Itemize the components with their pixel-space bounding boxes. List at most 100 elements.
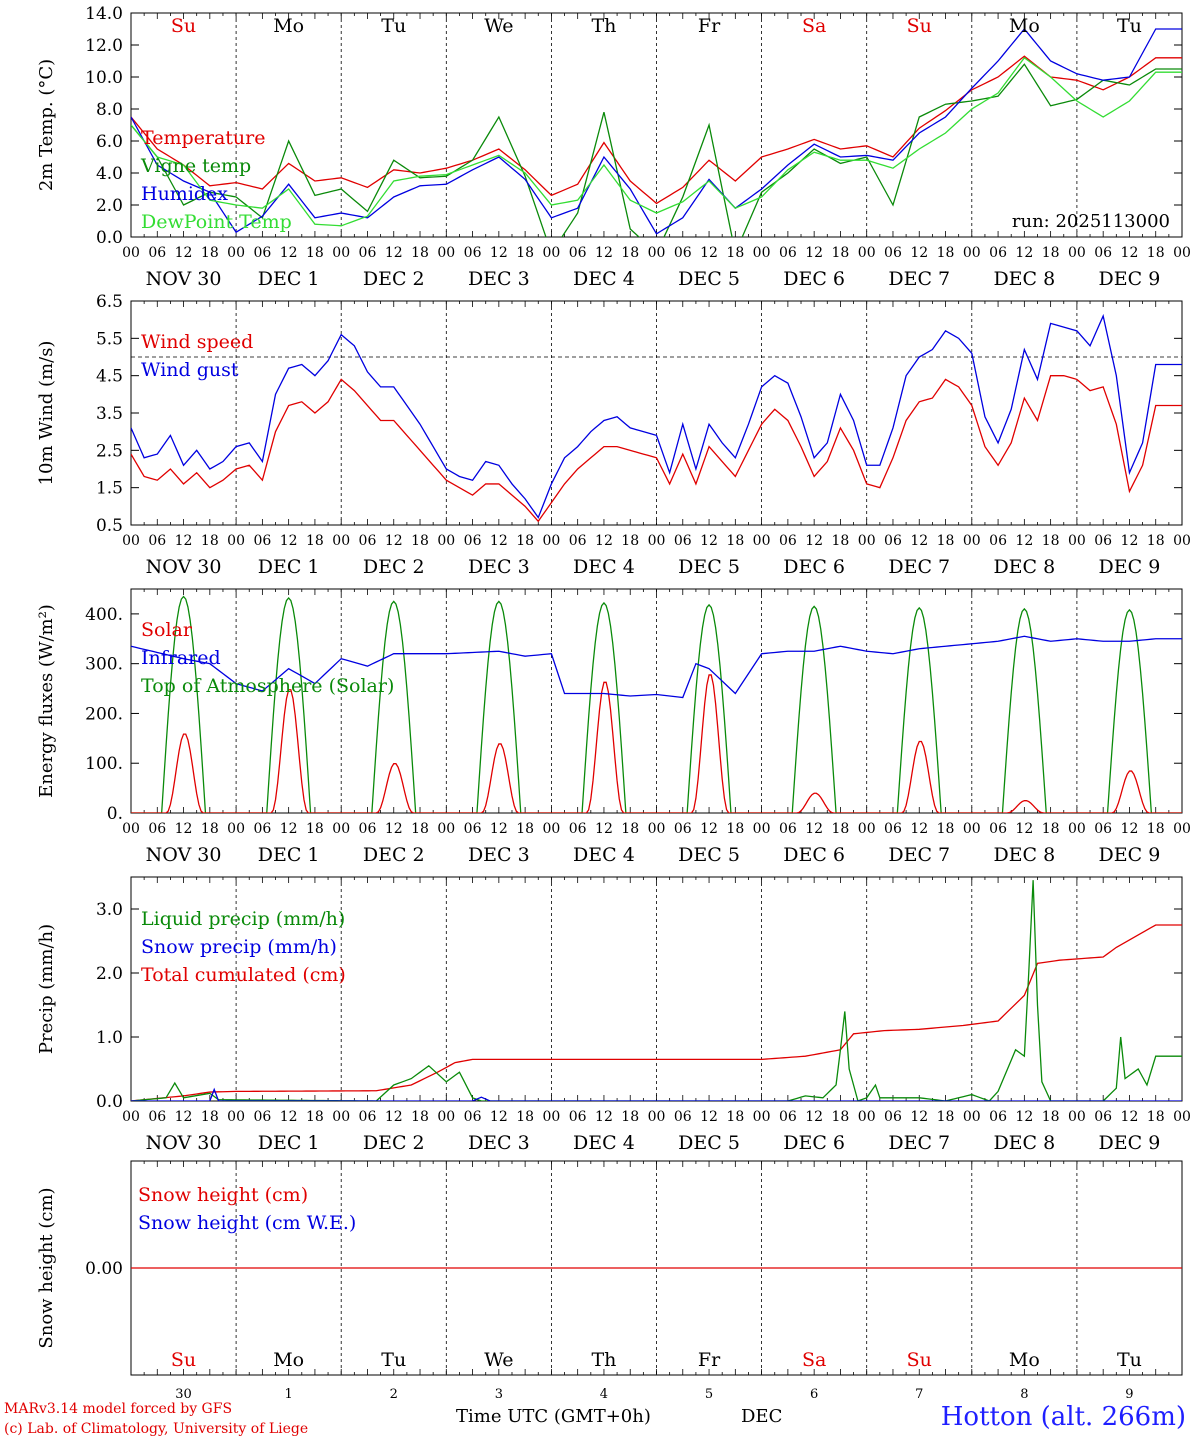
energy-y-tick-label: 200. [85,704,123,724]
wind-date-label: DEC 9 [1099,556,1161,578]
precip-hour-label: 12 [910,1109,928,1125]
wind-hour-label: 00 [227,533,245,549]
temperature-hour-label: 12 [385,245,403,261]
energy-hour-label: 06 [779,821,797,837]
precip-hour-label: 18 [1042,1109,1060,1125]
energy-hour-label: 06 [569,821,587,837]
energy-legend-2: Top of Atmosphere (Solar) [141,675,394,697]
infrared-line [131,635,1182,699]
wind-hour-label: 12 [910,533,928,549]
wind-hour-label: 06 [989,533,1007,549]
temperature-y-tick-label: 12.0 [85,36,123,56]
energy-hour-label: 18 [1147,821,1165,837]
wind-hour-label: 06 [674,533,692,549]
energy-date-label: DEC 3 [468,844,530,866]
wind-y-tick-label: 0.5 [96,516,123,536]
energy-hour-label: 18 [306,821,324,837]
energy-hour-label: 12 [1121,821,1139,837]
wind-hour-label: 18 [621,533,639,549]
energy-hour-label: 00 [227,821,245,837]
precip-hour-label: 00 [1068,1109,1086,1125]
temperature-date-label: DEC 7 [888,268,950,290]
energy-hour-label: 12 [280,821,298,837]
wind-hour-label: 18 [201,533,219,549]
precip-series-group [131,880,1182,1101]
wind-hour-label: 00 [753,533,771,549]
weekday-label-top: Fr [698,15,721,37]
energy-hour-label: 06 [359,821,377,837]
energy-hour-label: 12 [490,821,508,837]
precip-date-label: DEC 6 [783,1132,845,1154]
wind-hour-label: 06 [569,533,587,549]
temperature-hour-label: 06 [253,245,271,261]
precip-date-label: DEC 3 [468,1132,530,1154]
precip-hour-label: 06 [253,1109,271,1125]
day-number-label: 30 [175,1387,192,1402]
precip-date-label: DEC 9 [1099,1132,1161,1154]
weekday-label-top: Th [591,15,616,37]
temperature-hour-label: 12 [490,245,508,261]
solar-line [131,674,1182,813]
weekday-label-bottom: Tu [381,1349,406,1371]
temperature-hour-label: 18 [201,245,219,261]
temperature-hour-label: 12 [1015,245,1033,261]
temperature-hour-label: 12 [700,245,718,261]
energy-date-label: DEC 9 [1099,844,1161,866]
energy-hour-label: 00 [963,821,981,837]
temperature-hour-label: 06 [884,245,902,261]
wind-hour-label: 12 [1121,533,1139,549]
temperature-date-label: DEC 1 [258,268,320,290]
temperature-hour-label: 00 [858,245,876,261]
energy-hour-label: 18 [201,821,219,837]
temperature-hour-label: 00 [753,245,771,261]
temperature-hour-label: 18 [1042,245,1060,261]
wind-hour-label: 18 [832,533,850,549]
wind-hour-label: 18 [937,533,955,549]
temperature-hour-label: 12 [175,245,193,261]
precip-y-tick-label: 1.0 [96,1028,123,1048]
total-cumulated-cm-line [131,924,1182,1101]
temperature-hour-label: 00 [437,245,455,261]
precip-hour-label: 06 [1094,1109,1112,1125]
temperature-hour-label: 06 [569,245,587,261]
energy-hour-label: 06 [464,821,482,837]
precip-hour-label: 00 [753,1109,771,1125]
precip-legend-2: Total cumulated (cm) [141,964,346,986]
temperature-date-label: DEC 5 [678,268,740,290]
precip-hour-label: 18 [306,1109,324,1125]
precip-hour-label: 18 [937,1109,955,1125]
precip-hour-label: 00 [122,1109,140,1125]
weekday-label-top: Sa [802,15,826,37]
energy-y-axis-label: Energy fluxes (W/m²) [36,604,57,798]
weekday-label-bottom: Su [171,1349,196,1371]
temperature-hour-label: 00 [227,245,245,261]
wind-y-tick-label: 2.5 [96,441,123,461]
temperature-hour-label: 06 [148,245,166,261]
wind-speed-line [131,375,1182,523]
weekday-label-bottom: Sa [802,1349,826,1371]
day-number-label: 8 [1020,1387,1028,1402]
precip-date-label: DEC 8 [993,1132,1055,1154]
day-number-label: 9 [1125,1387,1133,1402]
model-credit: MARv3.14 model forced by GFS [4,1401,233,1417]
precip-y-tick-label: 2.0 [96,964,123,984]
wind-y-tick-label: 5.5 [96,329,123,349]
temperature-y-tick-label: 8.0 [96,100,123,120]
station-title: Hotton (alt. 266m) [940,1402,1186,1432]
weekday-label-top: Mo [273,15,304,37]
weekday-label-bottom: Mo [273,1349,304,1371]
temperature-legend-3: DewPoint Temp [141,211,292,233]
wind-hour-label: 00 [858,533,876,549]
wind-date-label: DEC 7 [888,556,950,578]
energy-frame [130,588,1183,814]
energy-hour-label: 00 [858,821,876,837]
wind-series-group [131,313,1182,523]
temperature-hour-label: 18 [516,245,534,261]
wind-hour-label: 12 [805,533,823,549]
energy-hour-label: 06 [1094,821,1112,837]
wind-gust-line [131,313,1182,519]
month-label: DEC [741,1406,783,1427]
wind-date-label: DEC 6 [783,556,845,578]
wind-date-label: DEC 4 [573,556,635,578]
energy-hour-label: 00 [437,821,455,837]
